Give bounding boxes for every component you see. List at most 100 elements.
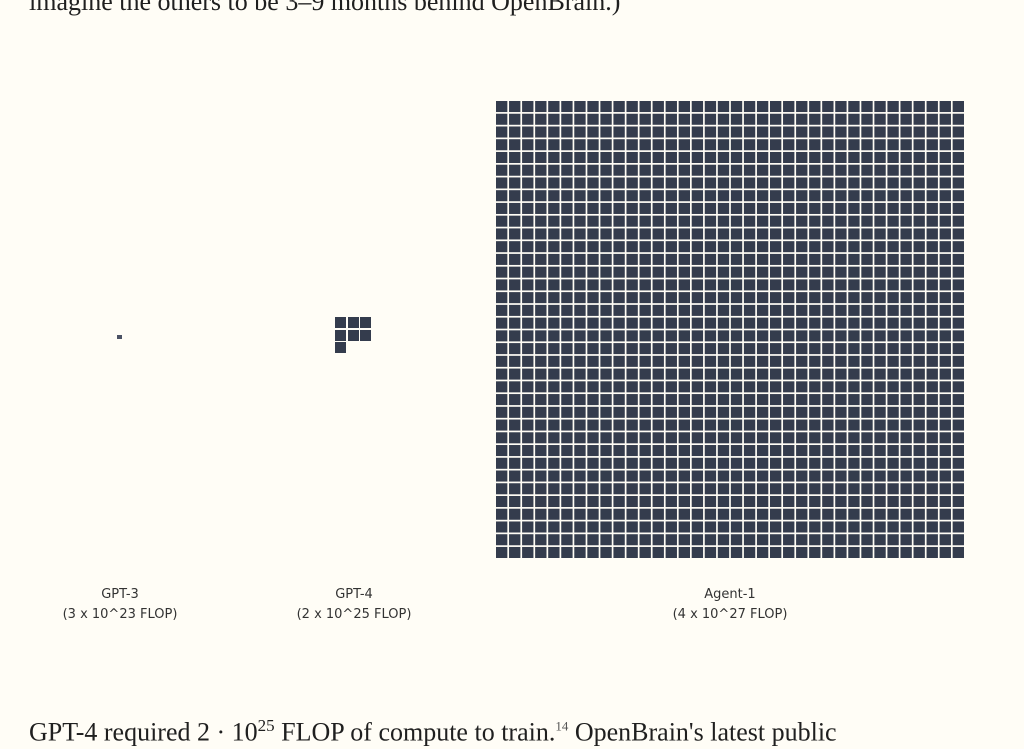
agent1-compute-cell (769, 368, 782, 380)
footnote-link[interactable]: 14 (555, 718, 569, 734)
agent1-compute-cell (887, 394, 899, 406)
agent1-compute-cell (926, 432, 938, 444)
agent1-compute-cell (626, 445, 638, 457)
agent1-compute-cell (548, 495, 560, 508)
agent1-compute-cell (809, 394, 821, 406)
agent1-compute-cell (548, 457, 560, 469)
agent1-compute-cell (561, 406, 573, 418)
agent1-compute-cell (822, 445, 834, 457)
agent1-compute-cell (887, 113, 899, 125)
agent1-compute-cell (665, 330, 677, 342)
agent1-compute-cell (848, 495, 860, 508)
agent1-compute-cell (848, 253, 860, 265)
agent1-compute-cell (600, 406, 612, 418)
agent1-compute-cell (952, 164, 964, 176)
agent1-compute-cell (639, 126, 651, 138)
agent1-compute-cell (509, 101, 521, 113)
agent1-compute-cell (717, 470, 730, 482)
agent1-compute-cell (626, 470, 638, 482)
agent1-compute-cell (665, 534, 677, 546)
agent1-compute-cell (822, 483, 834, 495)
agent1-compute-cell (756, 381, 769, 393)
agent1-compute-cell (822, 101, 834, 113)
agent1-compute-cell (704, 445, 717, 457)
agent1-compute-cell (887, 177, 899, 189)
agent1-compute-cell (717, 164, 730, 176)
agent1-compute-cell (874, 495, 886, 508)
agent1-compute-cell (613, 139, 625, 151)
agent1-compute-cell (509, 343, 521, 355)
agent1-compute-cell (574, 253, 586, 265)
agent1-compute-cell (835, 228, 847, 240)
agent1-compute-cell (509, 292, 521, 304)
agent1-compute-cell (952, 394, 964, 406)
agent1-compute-cell (587, 495, 599, 508)
agent1-compute-cell (613, 101, 625, 113)
agent1-compute-cell (756, 228, 769, 240)
agent1-compute-cell (587, 355, 599, 367)
agent1-compute-cell (613, 368, 625, 380)
agent1-compute-cell (626, 368, 638, 380)
agent1-compute-cell (665, 457, 677, 469)
agent1-compute-cell (717, 508, 730, 520)
agent1-compute-cell (704, 508, 717, 520)
agent1-compute-cell (613, 495, 625, 508)
agent1-compute-cell (509, 164, 521, 176)
agent1-compute-cell (496, 445, 508, 457)
agent1-compute-cell (769, 164, 782, 176)
agent1-compute-cell (743, 495, 756, 508)
agent1-compute-cell (600, 292, 612, 304)
agent1-compute-cell (809, 495, 821, 508)
agent1-compute-cell (704, 457, 717, 469)
agent1-compute-cell (652, 279, 664, 291)
agent1-compute-cell (561, 483, 573, 495)
agent1-compute-cell (574, 343, 586, 355)
agent1-compute-cell (691, 394, 704, 406)
agent1-compute-cell (796, 101, 808, 113)
agent1-compute-cell (769, 177, 782, 189)
agent1-compute-cell (874, 215, 886, 227)
agent1-compute-cell (600, 113, 612, 125)
agent1-compute-cell (822, 164, 834, 176)
agent1-compute-cell (639, 546, 651, 558)
agent1-compute-cell (600, 394, 612, 406)
agent1-compute-cell (939, 470, 951, 482)
agent1-compute-cell (613, 113, 625, 125)
agent1-compute-cell (783, 202, 795, 214)
agent1-compute-cell (678, 101, 691, 113)
agent1-compute-cell (743, 419, 756, 431)
agent1-compute-cell (548, 521, 560, 533)
agent1-compute-cell (861, 266, 873, 278)
agent1-compute-cell (874, 508, 886, 520)
agent1-compute-cell (874, 355, 886, 367)
agent1-compute-cell (613, 126, 625, 138)
agent1-compute-cell (704, 113, 717, 125)
agent1-compute-cell (509, 177, 521, 189)
agent1-compute-cell (509, 126, 521, 138)
agent1-compute-cell (743, 253, 756, 265)
agent1-compute-cell (848, 330, 860, 342)
agent1-compute-cell (809, 508, 821, 520)
agent1-compute-cell (861, 495, 873, 508)
agent1-compute-cell (730, 483, 743, 495)
agent1-compute-cell (939, 101, 951, 113)
agent1-compute-cell (665, 126, 677, 138)
agent1-compute-cell (717, 394, 730, 406)
agent1-compute-cell (730, 164, 743, 176)
agent1-compute-cell (587, 151, 599, 164)
agent1-compute-cell (535, 190, 547, 202)
agent1-compute-cell (652, 495, 664, 508)
agent1-compute-cell (861, 228, 873, 240)
agent1-compute-cell (796, 483, 808, 495)
agent1-compute-cell (730, 139, 743, 151)
agent1-compute-cell (535, 266, 547, 278)
agent1-compute-cell (900, 534, 912, 546)
agent1-compute-cell (522, 355, 534, 367)
gpt4-compute-cell (360, 329, 372, 341)
agent1-compute-cell (535, 419, 547, 431)
agent1-compute-cell (587, 266, 599, 278)
agent1-compute-cell (913, 508, 925, 520)
agent1-compute-cell (874, 546, 886, 558)
agent1-compute-cell (613, 317, 625, 329)
agent1-compute-cell (496, 113, 508, 125)
